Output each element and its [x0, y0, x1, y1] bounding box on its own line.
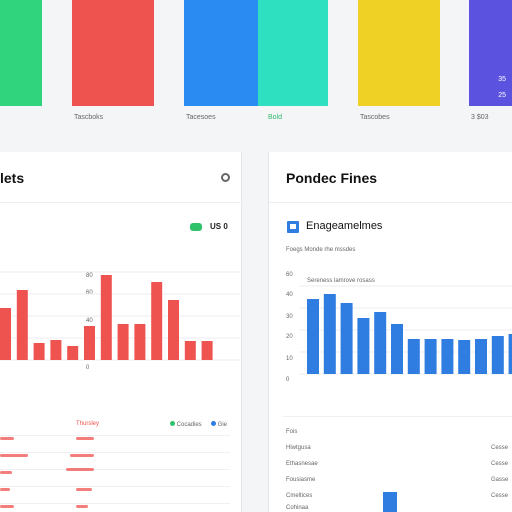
row-bar	[66, 468, 94, 471]
swatch-inner-label-1: 35	[498, 76, 506, 83]
swatch-green[interactable]	[0, 0, 42, 106]
chart-bar[interactable]	[340, 303, 353, 374]
right-caption: Foegs Monde rhe mssdes	[286, 247, 356, 253]
chart-bar[interactable]	[407, 339, 420, 374]
legend-item-blue-label: Gie	[217, 422, 228, 428]
right-y-tick: 10	[286, 356, 293, 362]
chart-bar[interactable]	[307, 299, 319, 374]
series-label: Sereness lamrove rosass	[307, 278, 375, 284]
chart-bar[interactable]	[50, 340, 62, 360]
chart-bar[interactable]	[508, 334, 512, 374]
left-card: lets US 0 80 60 40 20 0 Thursley Cocadie…	[0, 152, 242, 512]
table-cell-left: Ethasnesae	[286, 461, 318, 467]
green-dot-icon	[170, 421, 175, 426]
legend-item-red-label: Thursley	[76, 421, 100, 427]
legend-item-red[interactable]: Thursley	[76, 421, 99, 427]
chart-bar[interactable]	[84, 326, 95, 360]
chart-bar[interactable]	[168, 300, 179, 360]
chart-bar[interactable]	[184, 341, 196, 360]
swatch-inner-label-2: 25	[498, 92, 506, 99]
legend-item-green[interactable]: Cocadies	[170, 421, 202, 428]
swatch-red[interactable]	[72, 0, 154, 106]
left-y-tick: 60	[86, 290, 93, 296]
swatch-label-teal: Bold	[268, 114, 283, 121]
left-y-tick: 40	[86, 318, 93, 324]
chart-bar[interactable]	[458, 340, 471, 374]
right-y-tick: 0	[286, 377, 290, 383]
chart-bar[interactable]	[16, 290, 28, 360]
row-divider	[0, 435, 230, 436]
row-divider	[0, 486, 230, 487]
chart-bar[interactable]	[100, 275, 112, 360]
right-y-tick: 40	[286, 292, 293, 298]
right-y-tick: 60	[286, 272, 293, 278]
swatch-label-indigo: 3 $03	[471, 114, 489, 121]
table-cell-left: Hiwtgusa	[286, 445, 311, 451]
table-cell-right: Cesse	[491, 493, 509, 499]
row-divider	[0, 452, 230, 453]
blue-dot-icon	[211, 421, 216, 426]
row-bar	[0, 488, 10, 491]
left-y-tick: 0	[86, 365, 90, 371]
chart-bar[interactable]	[323, 294, 336, 374]
row-bar	[0, 437, 14, 440]
right-card-title: Pondec Fines	[286, 170, 378, 186]
table-cell-left: Fois	[286, 429, 298, 435]
row-bar	[76, 505, 88, 508]
chart-bar[interactable]	[134, 324, 146, 360]
legend-item-green-label: Cocadies	[176, 422, 202, 428]
chart-bar[interactable]	[491, 336, 504, 374]
table-cell-left: Cmeltices	[286, 493, 313, 499]
row-bar	[0, 471, 12, 474]
chart-bar[interactable]	[441, 339, 454, 374]
table-cell-left: Fousiasme	[286, 477, 316, 483]
right-card: Pondec Fines Enageamelmes Foegs Monde rh…	[268, 152, 512, 512]
legend-value: US 0	[210, 222, 228, 231]
right-header-divider	[269, 202, 512, 203]
chart-bar[interactable]	[475, 339, 487, 374]
chart-bar[interactable]	[67, 346, 79, 360]
chart-bar[interactable]	[33, 343, 45, 360]
row-bar	[70, 454, 94, 457]
chart-bar[interactable]	[357, 318, 370, 374]
chart-bar[interactable]	[0, 308, 11, 360]
chart-bar[interactable]	[117, 324, 129, 360]
table-cell-right: Cesse	[491, 445, 509, 451]
swatch-label-blue: Tacesoes	[186, 114, 216, 121]
swatch-label-red: Tascboks	[74, 114, 104, 121]
row-bar	[0, 454, 28, 457]
row-divider	[0, 469, 230, 470]
row-bar	[76, 488, 92, 491]
right-y-tick: 30	[286, 314, 293, 320]
row-divider	[0, 503, 230, 504]
panel-icon	[287, 221, 299, 233]
swatch-blue[interactable]	[184, 0, 258, 106]
chart-bar[interactable]	[424, 339, 437, 374]
swatch-yellow[interactable]	[358, 0, 440, 106]
row-bar	[0, 505, 14, 508]
right-y-tick: 20	[286, 334, 293, 340]
chart-bar[interactable]	[151, 282, 163, 360]
left-y-tick: 80	[86, 273, 93, 279]
right-subtitle: Enageamelmes	[306, 220, 383, 232]
mini-blue-bar	[383, 492, 397, 512]
chart-bar[interactable]	[391, 324, 403, 374]
chart-bar[interactable]	[201, 341, 213, 360]
right-bar-chart	[299, 285, 512, 375]
table-cell-left: Cohinaa	[286, 505, 309, 511]
left-bar-chart	[0, 271, 240, 361]
swatch-teal[interactable]	[258, 0, 328, 106]
legend-item-blue[interactable]: Gie	[211, 421, 227, 428]
gear-icon[interactable]	[221, 173, 230, 182]
table-divider	[283, 416, 512, 417]
row-bar	[76, 437, 94, 440]
table-cell-right: Cesse	[491, 461, 509, 467]
legend-green-pill	[190, 223, 202, 231]
chart-bar[interactable]	[374, 312, 387, 374]
swatch-indigo[interactable]: 35 25	[469, 0, 512, 106]
swatch-label-yellow: Tascobes	[360, 114, 390, 121]
left-card-title: lets	[0, 170, 25, 186]
table-cell-right: Gasse	[491, 477, 509, 483]
left-header-divider	[0, 202, 242, 203]
